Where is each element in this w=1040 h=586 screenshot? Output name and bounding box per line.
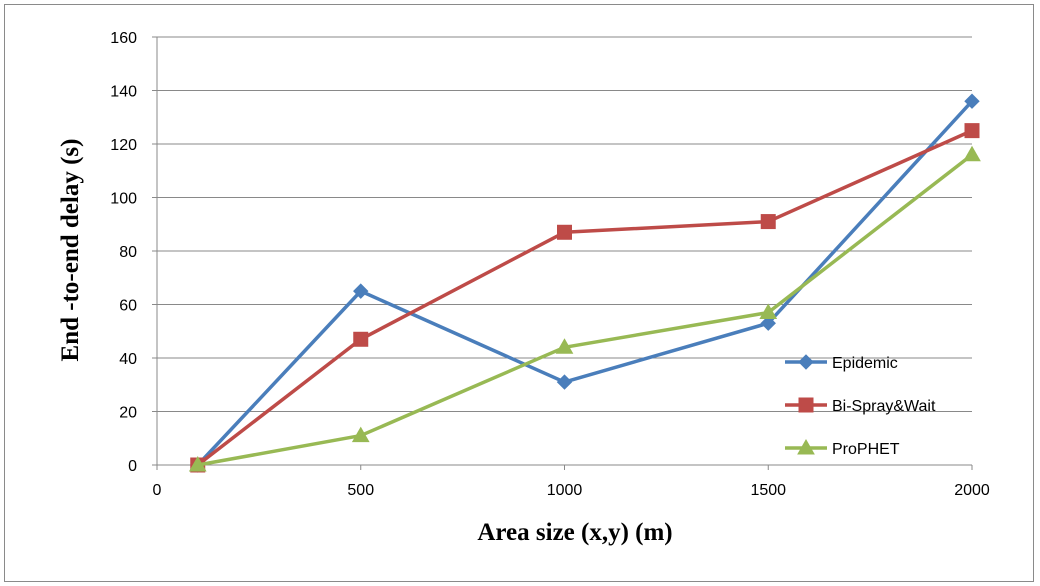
data-point <box>353 283 369 299</box>
y-tick-label: 160 <box>110 30 137 47</box>
series <box>188 93 981 473</box>
x-tick-label: 1000 <box>547 482 583 499</box>
x-tick-label: 0 <box>153 482 162 499</box>
x-tick-label: 1500 <box>750 482 786 499</box>
data-point <box>963 145 981 162</box>
y-tick-label: 40 <box>119 351 137 368</box>
y-tick-label: 60 <box>119 298 137 315</box>
legend: Epidemic Bi-Spray&Wait ProPHET <box>785 354 936 458</box>
data-point <box>556 374 573 390</box>
y-tick-label: 80 <box>119 244 137 261</box>
series-epidemic <box>190 93 980 473</box>
series-prophet <box>188 145 981 472</box>
y-axis-title: End -to-end delay (s) <box>57 139 84 362</box>
legend-marker <box>797 438 815 455</box>
y-tick-label: 100 <box>110 191 137 208</box>
data-point <box>759 303 778 320</box>
data-point <box>557 224 572 240</box>
x-axis-title: Area size (x,y) (m) <box>477 519 672 546</box>
legend-marker <box>798 354 814 370</box>
legend-label: Bi-Spray&Wait <box>832 398 936 415</box>
y-tick-label: 120 <box>110 137 137 154</box>
data-point <box>964 93 980 109</box>
data-point <box>964 123 980 139</box>
gridlines <box>157 36 972 412</box>
axes: 0 20 40 60 80 100 120 140 160 0 500 1000 1500 2000 <box>110 30 990 499</box>
legend-item: ProPHET <box>785 438 900 458</box>
legend-label: ProPHET <box>832 441 900 458</box>
chart-frame <box>4 4 1034 582</box>
data-point <box>353 331 369 347</box>
series-line <box>197 153 974 467</box>
legend-label: Epidemic <box>832 355 898 372</box>
y-tick-label: 20 <box>119 405 137 422</box>
legend-marker <box>798 397 814 413</box>
y-tick-label: 140 <box>110 84 137 101</box>
x-tick-label: 2000 <box>954 482 990 499</box>
series-bi-spray-wait <box>190 123 980 473</box>
data-point <box>760 214 776 230</box>
legend-item: Bi-Spray&Wait <box>785 397 936 415</box>
data-point <box>760 315 776 331</box>
data-point <box>351 426 370 443</box>
data-point <box>188 455 207 472</box>
y-tick-label: 0 <box>128 458 137 475</box>
legend-item: Epidemic <box>785 354 898 372</box>
data-point <box>555 338 574 354</box>
x-tick-label: 500 <box>347 482 374 499</box>
